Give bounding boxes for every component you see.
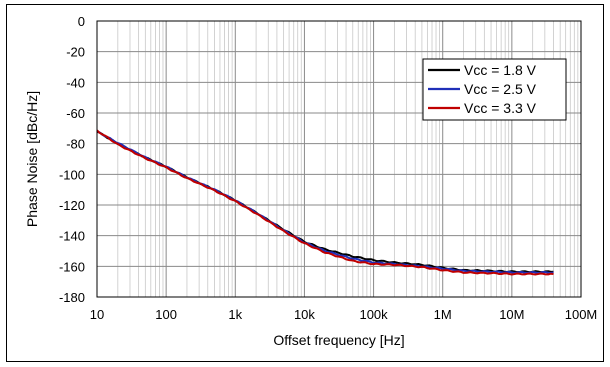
y-tick-labels: 0 -20 -40 -60 -80 -100 -120 -140 -160 -180 (59, 14, 85, 305)
x-tick-label: 1M (434, 307, 452, 322)
y-tick-label: -140 (59, 229, 85, 244)
x-tick-label: 10 (90, 307, 104, 322)
legend-label: Vcc = 1.8 V (464, 62, 537, 78)
x-tick-label: 10k (294, 307, 315, 322)
x-axis-title: Offset frequency [Hz] (273, 332, 404, 348)
y-axis-title: Phase Noise [dBc/Hz] (24, 91, 40, 227)
y-tick-label: -100 (59, 167, 85, 182)
x-tick-label: 100 (155, 307, 177, 322)
legend-label: Vcc = 3.3 V (464, 100, 537, 116)
y-tick-label: -40 (66, 75, 85, 90)
series-layer (96, 129, 554, 276)
y-tick-label: 0 (78, 14, 85, 29)
y-tick-label: -160 (59, 259, 85, 274)
legend-label: Vcc = 2.5 V (464, 81, 537, 97)
x-tick-label: 1k (228, 307, 242, 322)
plot-area-border (96, 20, 582, 298)
y-tick-label: -80 (66, 137, 85, 152)
minor-gridlines (117, 21, 579, 297)
y-tick-label: -120 (59, 198, 85, 213)
y-tick-label: -180 (59, 290, 85, 305)
y-tick-label: -20 (66, 45, 85, 60)
y-tick-label: -60 (66, 106, 85, 121)
legend: Vcc = 1.8 V Vcc = 2.5 V Vcc = 3.3 V (422, 58, 567, 121)
x-tick-labels: 10 100 1k 10k 100k 1M 10M 100M (90, 307, 598, 322)
series-line (96, 129, 554, 276)
x-tick-label: 10M (499, 307, 524, 322)
x-tick-label: 100k (359, 307, 388, 322)
x-tick-label: 100M (565, 307, 598, 322)
